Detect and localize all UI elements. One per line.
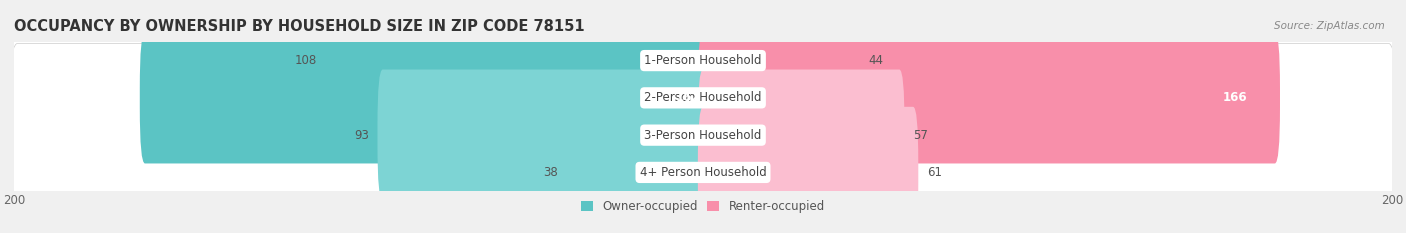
FancyBboxPatch shape: [697, 0, 859, 126]
Text: 166: 166: [1223, 91, 1247, 104]
Text: 4+ Person Household: 4+ Person Household: [640, 166, 766, 179]
FancyBboxPatch shape: [7, 0, 1399, 227]
FancyBboxPatch shape: [377, 69, 709, 201]
FancyBboxPatch shape: [697, 32, 1279, 164]
Text: 93: 93: [354, 129, 368, 142]
FancyBboxPatch shape: [7, 43, 1399, 233]
Text: 44: 44: [869, 54, 883, 67]
Text: 1-Person Household: 1-Person Household: [644, 54, 762, 67]
FancyBboxPatch shape: [326, 0, 709, 126]
Text: 57: 57: [912, 129, 928, 142]
FancyBboxPatch shape: [567, 107, 709, 233]
Text: 162: 162: [675, 91, 700, 104]
Text: 3-Person Household: 3-Person Household: [644, 129, 762, 142]
Text: 108: 108: [295, 54, 318, 67]
Legend: Owner-occupied, Renter-occupied: Owner-occupied, Renter-occupied: [576, 195, 830, 218]
FancyBboxPatch shape: [697, 69, 904, 201]
FancyBboxPatch shape: [7, 6, 1399, 233]
FancyBboxPatch shape: [139, 32, 709, 164]
FancyBboxPatch shape: [697, 107, 918, 233]
Text: 2-Person Household: 2-Person Household: [644, 91, 762, 104]
Text: 61: 61: [927, 166, 942, 179]
Text: Source: ZipAtlas.com: Source: ZipAtlas.com: [1274, 21, 1385, 31]
FancyBboxPatch shape: [7, 0, 1399, 190]
Text: 38: 38: [544, 166, 558, 179]
Text: OCCUPANCY BY OWNERSHIP BY HOUSEHOLD SIZE IN ZIP CODE 78151: OCCUPANCY BY OWNERSHIP BY HOUSEHOLD SIZE…: [14, 19, 585, 34]
